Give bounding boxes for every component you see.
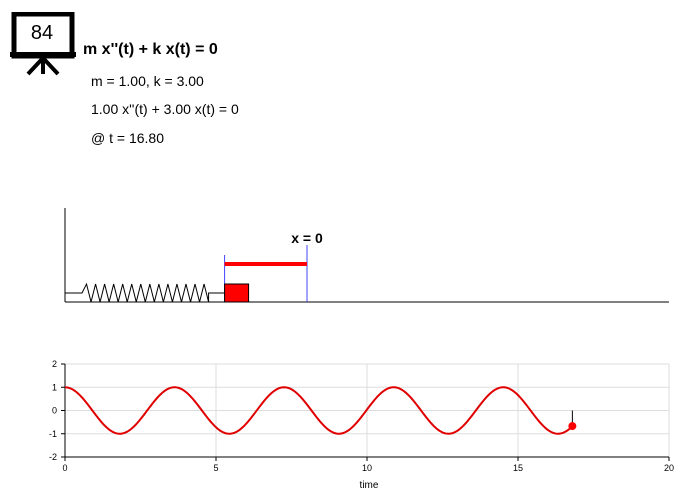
x-axis-label: time <box>360 480 379 491</box>
x-tick-label: 0 <box>62 463 67 473</box>
y-tick-label: 2 <box>52 359 57 369</box>
x-tick-label: 5 <box>213 463 218 473</box>
frame-counter: 84 <box>30 22 54 44</box>
series-line <box>64 386 574 435</box>
spring <box>65 282 225 303</box>
equilibrium-label: x = 0 <box>291 230 323 246</box>
x-tick-label: 10 <box>362 463 372 473</box>
mass-block <box>224 283 250 303</box>
displacement-chart: 0 5 10 15 20 -2 -1 0 1 2 time <box>49 359 674 491</box>
time-readout: @ t = 16.80 <box>91 130 164 146</box>
y-tick-label: -1 <box>49 429 57 439</box>
spring-mass-scene: x = 0 <box>64 208 669 303</box>
x-tick-label: 15 <box>513 463 523 473</box>
equation-general: m x''(t) + k x(t) = 0 <box>83 41 218 58</box>
y-tick-label: 1 <box>52 382 57 392</box>
y-tick-label: 0 <box>52 406 57 416</box>
presentation-board-icon <box>10 12 76 76</box>
x-tick-label: 20 <box>664 463 674 473</box>
current-point-marker <box>568 422 577 431</box>
equation-specific: 1.00 x''(t) + 3.00 x(t) = 0 <box>91 101 239 117</box>
equation-params: m = 1.00, k = 3.00 <box>91 73 204 89</box>
y-tick-label: -2 <box>49 452 57 462</box>
